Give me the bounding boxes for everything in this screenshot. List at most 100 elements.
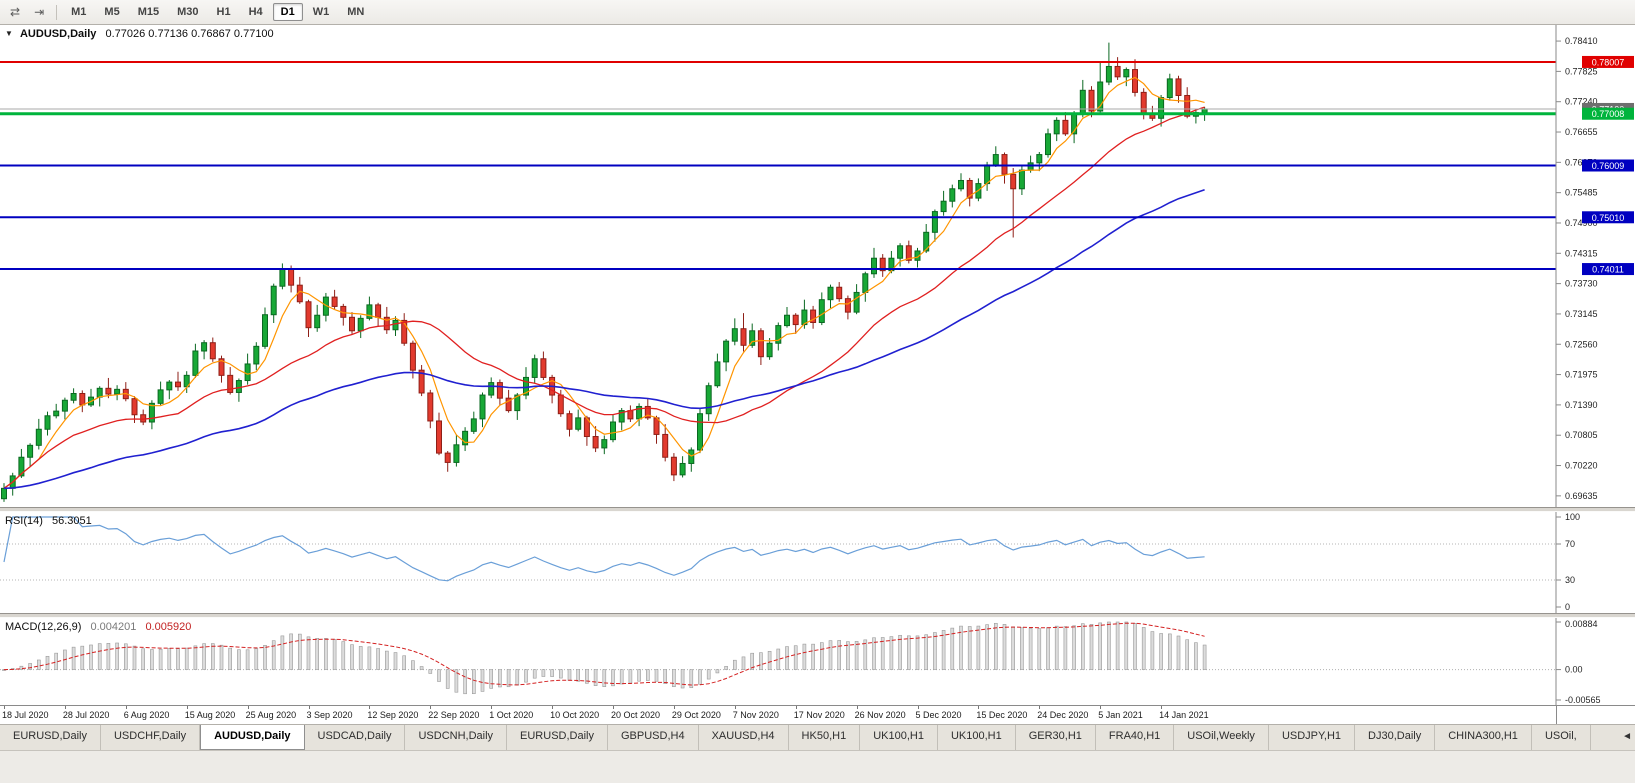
timeframe-button-m15[interactable]: M15	[137, 6, 160, 18]
chart-tab-eurusd-daily[interactable]: EURUSD,Daily	[507, 725, 608, 750]
candle-body	[479, 394, 486, 420]
timeframe-button-h1[interactable]: H1	[216, 6, 231, 18]
macd-histogram-bar	[541, 669, 546, 677]
macd-histogram-bar	[393, 652, 398, 670]
candle-body	[96, 387, 103, 398]
date-axis-tick	[369, 706, 371, 709]
date-axis[interactable]: 18 Jul 2020 28 Jul 2020 6 Aug 2020 15 Aug 2…	[0, 705, 1635, 724]
candle-body	[540, 358, 547, 378]
chart-tab-uk100-h1[interactable]: UK100,H1	[860, 725, 938, 750]
price-axis[interactable]	[1557, 25, 1635, 507]
chart-tab-audusd-daily[interactable]: AUDUSD,Daily	[200, 725, 305, 750]
chart-scroll-icon[interactable]: ⇄	[10, 5, 21, 19]
macd-histogram-bar	[1072, 625, 1076, 670]
date-axis-label: 25 Aug 2020	[245, 710, 297, 720]
chart-tab-hk50-h1[interactable]: HK50,H1	[789, 725, 861, 750]
timeframe-button-m30[interactable]: M30	[177, 6, 199, 18]
candle-body	[383, 316, 390, 331]
macd-canvas[interactable]: 0.00884 0.00 -0.00565	[0, 618, 1635, 705]
macd-panel: MACD(12,26,9) 0.004201 0.005920 0.00884 0…	[0, 618, 1635, 705]
macd-histogram-bar	[706, 669, 711, 680]
timeframe-button-h4[interactable]: H4	[248, 6, 263, 18]
date-axis-tick	[673, 706, 675, 709]
macd-histogram-bar	[237, 649, 241, 670]
macd-histogram-bar	[219, 644, 224, 670]
macd-histogram-bar	[89, 644, 93, 670]
candlestick-series	[1, 42, 1208, 502]
chart-tab-gbpusd-h4[interactable]: GBPUSD,H4	[608, 725, 699, 750]
macd-histogram-bar	[471, 669, 476, 695]
date-axis-label: 15 Dec 2020	[976, 710, 1028, 720]
chart-tab-eurusd-daily[interactable]: EURUSD,Daily	[0, 725, 101, 750]
macd-histogram-bar	[332, 639, 337, 670]
macd-histogram-bar	[402, 655, 407, 670]
macd-histogram-bar	[724, 666, 728, 670]
price-axis-label: 0.76655	[1565, 127, 1598, 137]
status-bar	[0, 750, 1635, 783]
rsi-canvas[interactable]: 100 70 30 0	[0, 512, 1635, 613]
chart-tab-xauusd-h4[interactable]: XAUUSD,H4	[699, 725, 789, 750]
macd-histogram-bar	[150, 649, 154, 670]
candle-body	[105, 387, 112, 395]
macd-histogram-bar	[854, 641, 859, 670]
price-level-badge	[1582, 159, 1634, 172]
date-axis-label: 24 Dec 2020	[1037, 710, 1089, 720]
chart-tab-fra40-h1[interactable]: FRA40,H1	[1096, 725, 1175, 750]
chart-tab-usdchf-daily[interactable]: USDCHF,Daily	[101, 725, 201, 750]
candle-body	[627, 410, 634, 420]
candle-body	[131, 398, 138, 416]
timeframe-button-w1[interactable]: W1	[312, 6, 330, 18]
macd-histogram-bar	[654, 669, 659, 682]
chart-tab-usdcad-daily[interactable]: USDCAD,Daily	[305, 725, 406, 750]
macd-histogram-bar	[124, 643, 128, 670]
candle-body	[949, 188, 956, 202]
chart-tab-china300-h1[interactable]: CHINA300,H1	[1435, 725, 1532, 750]
rsi-line	[3, 516, 1205, 582]
candle-body	[1045, 133, 1051, 156]
candle-body	[992, 154, 999, 166]
timeframe-button-mn[interactable]: MN	[347, 6, 365, 18]
price-level-badge-text: 0.76009	[1592, 161, 1625, 171]
macd-histogram-bar	[80, 645, 85, 670]
macd-histogram-bar	[993, 622, 998, 670]
macd-histogram-bar	[698, 669, 702, 685]
chart-tab-uk100-h1[interactable]: UK100,H1	[938, 725, 1016, 750]
chart-tab-dj30-daily[interactable]: DJ30,Daily	[1355, 725, 1436, 750]
chart-shift-icon[interactable]: ⇥	[34, 5, 45, 19]
macd-histogram-bar	[950, 627, 955, 670]
chart-tab-usdjpy-h1[interactable]: USDJPY,H1	[1269, 725, 1356, 750]
candle-body	[314, 314, 321, 329]
date-axis-label: 5 Dec 2020	[915, 710, 962, 720]
tab-scroll-left-button[interactable]: ◄	[1622, 731, 1632, 742]
candle-body	[514, 394, 521, 412]
price-axis-label: 0.78410	[1565, 36, 1598, 46]
macd-histogram-bar	[106, 643, 111, 670]
candle-body	[610, 421, 616, 441]
timeframe-button-m5[interactable]: M5	[104, 6, 120, 18]
macd-histogram-bar	[732, 659, 737, 670]
macd-histogram-bar	[1063, 626, 1068, 670]
macd-histogram-bar	[550, 669, 554, 677]
macd-histogram-bar	[1011, 626, 1016, 670]
candle-body	[757, 330, 764, 358]
chart-tab-usdcnh-daily[interactable]: USDCNH,Daily	[405, 725, 508, 750]
macd-histogram-bar	[558, 669, 563, 679]
ma-line-sma21	[3, 106, 1205, 489]
panel-resize-handle[interactable]	[0, 613, 1635, 618]
macd-histogram-bar	[211, 643, 215, 670]
candle-body	[670, 456, 677, 476]
chart-tab-usoil-weekly[interactable]: USOil,Weekly	[1174, 725, 1269, 750]
chart-tab-usoil[interactable]: USOil,	[1532, 725, 1591, 750]
candle-body	[375, 304, 382, 318]
macd-histogram-bar	[437, 669, 441, 682]
macd-histogram-bar	[828, 640, 833, 670]
main-chart-canvas[interactable]: 0.78410 0.77825 0.77240 0.76655 0.76070 0.754…	[0, 25, 1635, 507]
macd-histogram-bar	[71, 646, 76, 670]
timeframe-button-m1[interactable]: M1	[71, 6, 87, 18]
timeframe-button-d1[interactable]: D1	[272, 3, 303, 21]
main-chart-panel: ▼ AUDUSD,Daily 0.77026 0.77136 0.76867 0…	[0, 25, 1635, 507]
chart-tab-ger30-h1[interactable]: GER30,H1	[1016, 725, 1096, 750]
chart-dropdown-icon[interactable]: ▼	[5, 29, 13, 38]
candle-body	[766, 342, 773, 358]
panel-resize-handle[interactable]	[0, 507, 1635, 512]
